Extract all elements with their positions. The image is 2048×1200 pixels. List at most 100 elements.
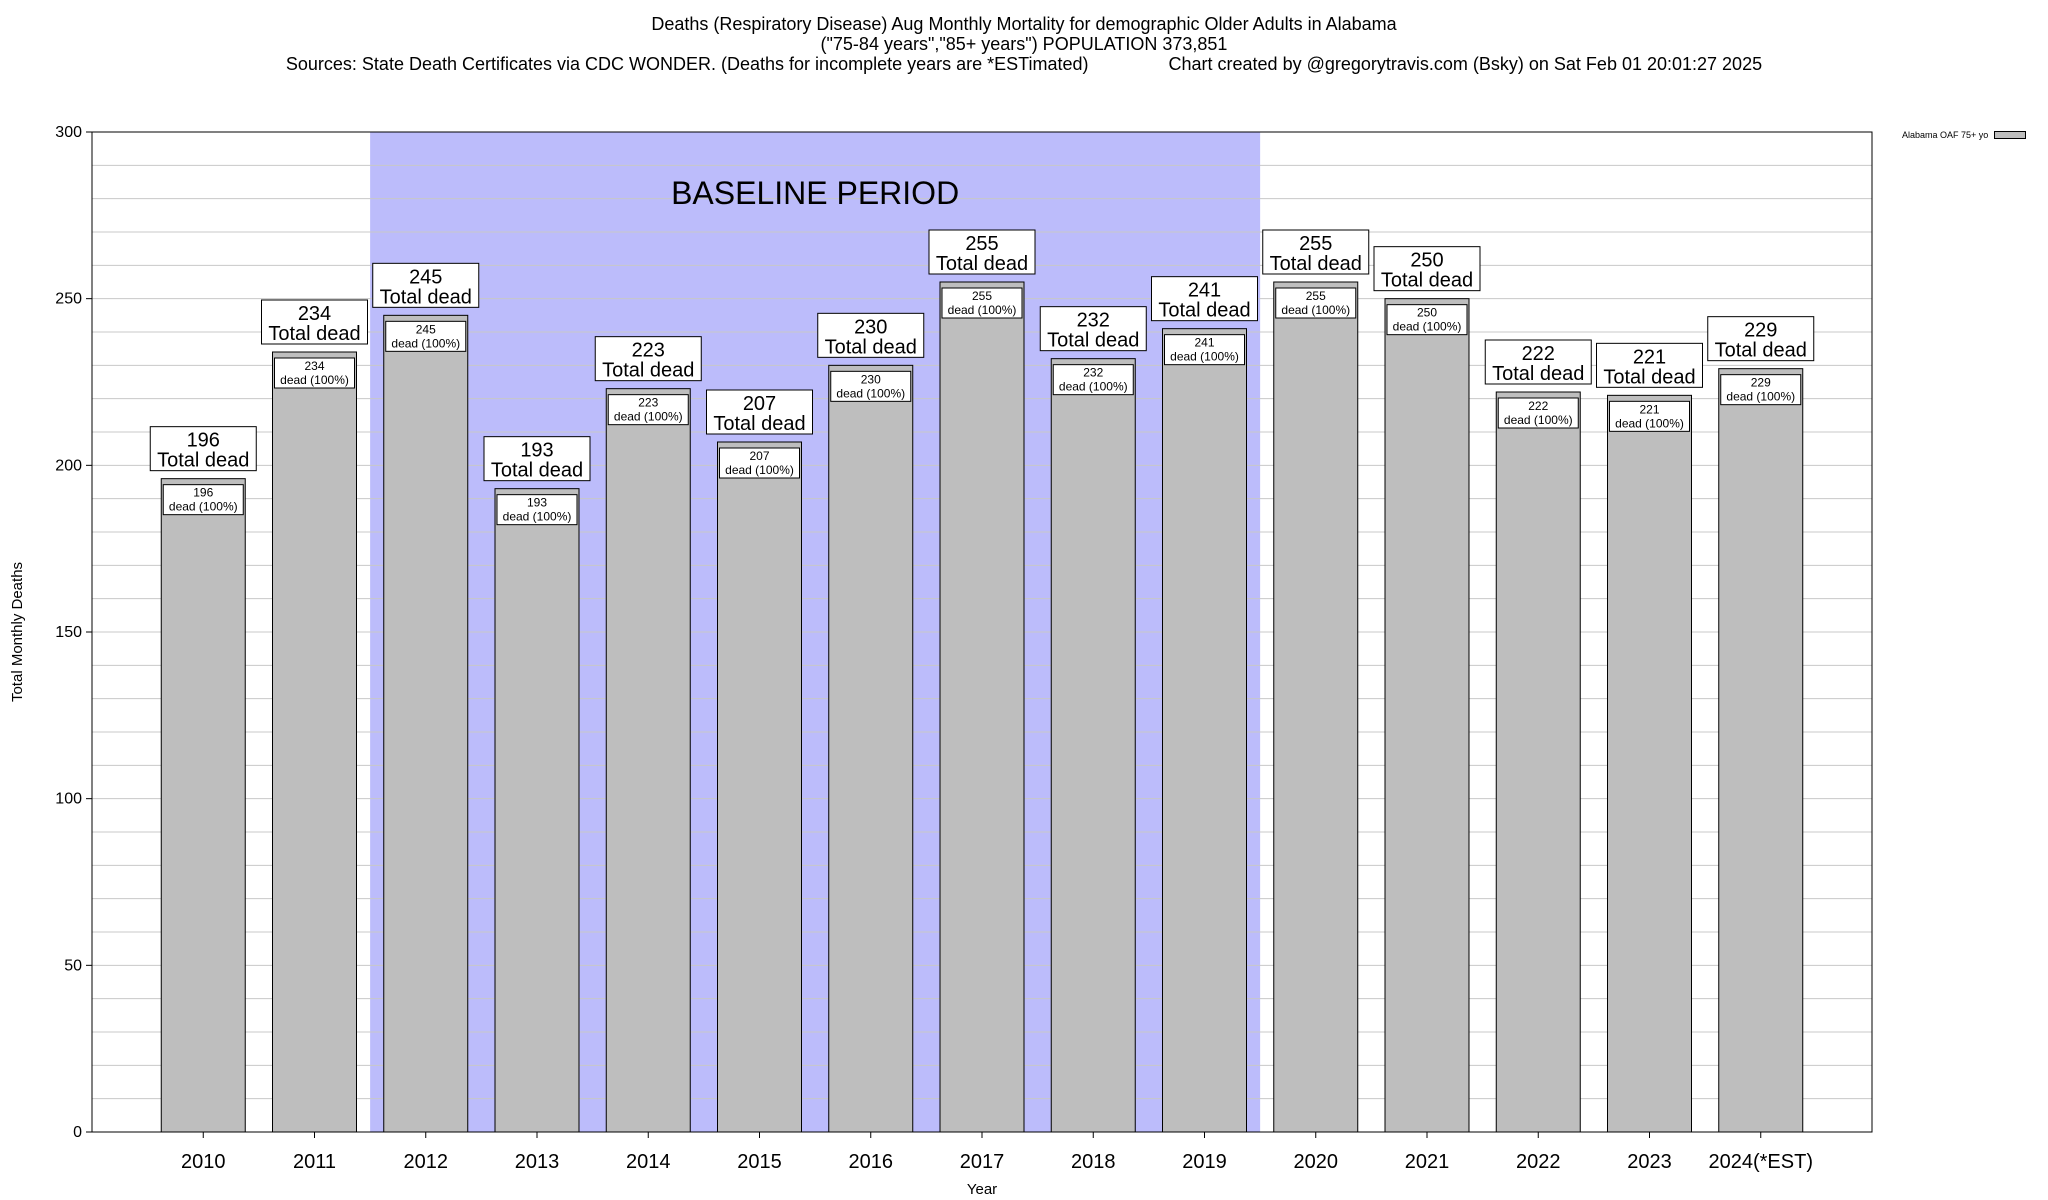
x-tick-label: 2020 — [1294, 1151, 1339, 1173]
inner-label-text: dead (100%) — [1504, 413, 1573, 427]
outer-label-value: 241 — [1188, 280, 1221, 302]
inner-label-box — [162, 484, 244, 516]
chart-source-line: Sources: State Death Certificates via CD… — [285, 54, 1763, 74]
bar — [717, 441, 802, 1133]
outer-label-box — [372, 262, 480, 308]
bar — [1384, 298, 1470, 1133]
inner-label-box — [1052, 364, 1134, 396]
inner-label-box — [385, 320, 467, 352]
outer-label-box — [483, 436, 591, 482]
inner-label-text: dead (100%) — [1170, 350, 1239, 364]
outer-label-text: Total dead — [157, 450, 249, 472]
inner-label-box — [1720, 374, 1802, 406]
outer-label-box — [149, 426, 257, 472]
legend: Alabama OAF 75+ yo — [1902, 130, 2027, 140]
inner-label-value: 193 — [527, 496, 547, 510]
inner-label-value: 230 — [861, 372, 881, 386]
outer-label-box — [1151, 276, 1258, 322]
bar — [1050, 358, 1136, 1133]
inner-label-value: 234 — [304, 359, 324, 373]
inner-label-value: 207 — [749, 449, 769, 463]
x-tick-label: 2023 — [1627, 1151, 1672, 1173]
outer-label-box — [1596, 342, 1703, 388]
outer-label-box — [1262, 229, 1370, 275]
inner-label-value: 241 — [1194, 336, 1214, 350]
y-tick-label: 200 — [55, 457, 82, 474]
x-tick-label: 2016 — [849, 1151, 894, 1173]
inner-label-text: dead (100%) — [1615, 416, 1684, 430]
inner-label-value: 229 — [1751, 376, 1771, 390]
outer-label-value: 193 — [520, 440, 553, 462]
inner-label-text: dead (100%) — [614, 410, 683, 424]
outer-label-text: Total dead — [1715, 340, 1807, 362]
y-tick-label: 250 — [55, 291, 82, 308]
outer-label-text: Total dead — [825, 336, 917, 358]
inner-label-box — [1164, 334, 1245, 366]
x-tick-label: 2021 — [1405, 1151, 1450, 1173]
inner-label-value: 222 — [1528, 399, 1548, 413]
legend-label: Alabama OAF 75+ yo — [1902, 130, 1989, 140]
x-tick-label: 2019 — [1182, 1151, 1227, 1173]
outer-label-value: 229 — [1744, 320, 1777, 342]
y-tick-label: 300 — [55, 124, 82, 141]
bar — [1273, 281, 1359, 1133]
inner-label-text: dead (100%) — [1281, 303, 1350, 317]
y-tick-label: 150 — [55, 624, 82, 641]
outer-label-box — [1039, 306, 1147, 352]
outer-label-value: 255 — [965, 233, 998, 255]
outer-label-box — [261, 299, 368, 345]
inner-label-box — [1275, 287, 1357, 319]
chart-title: Deaths (Respiratory Disease) Aug Monthly… — [651, 14, 1397, 34]
x-tick-label: 2017 — [960, 1151, 1005, 1173]
baseline-period-label: BASELINE PERIOD — [671, 175, 959, 211]
x-tick-label: 2012 — [404, 1151, 449, 1173]
inner-label-value: 221 — [1639, 402, 1659, 416]
bar — [605, 388, 691, 1133]
inner-label-box — [1497, 397, 1579, 429]
x-tick-label: 2010 — [181, 1151, 226, 1173]
outer-label-text: Total dead — [1047, 330, 1139, 352]
outer-label-text: Total dead — [1158, 300, 1250, 322]
outer-label-text: Total dead — [1492, 363, 1584, 385]
outer-label-value: 207 — [743, 393, 776, 415]
inner-label-box — [719, 447, 800, 479]
outer-label-text: Total dead — [936, 253, 1028, 275]
outer-label-value: 250 — [1410, 250, 1443, 272]
outer-label-text: Total dead — [713, 413, 805, 435]
bar — [828, 364, 914, 1133]
inner-label-text: dead (100%) — [391, 336, 460, 350]
y-tick-label: 50 — [64, 957, 82, 974]
outer-label-value: 245 — [409, 266, 442, 288]
outer-label-text: Total dead — [602, 360, 694, 382]
outer-label-value: 230 — [854, 316, 887, 338]
bar — [1162, 328, 1247, 1133]
inner-label-text: dead (100%) — [280, 373, 349, 387]
bar — [383, 314, 469, 1133]
outer-label-box — [1484, 339, 1592, 385]
inner-label-value: 255 — [1306, 289, 1326, 303]
inner-label-value: 232 — [1083, 366, 1103, 380]
outer-label-value: 234 — [298, 303, 331, 325]
inner-label-box — [607, 394, 689, 426]
bar — [1495, 391, 1581, 1133]
inner-label-text: dead (100%) — [1726, 390, 1795, 404]
y-tick-label: 0 — [73, 1124, 82, 1141]
inner-label-value: 255 — [972, 289, 992, 303]
outer-label-text: Total dead — [491, 460, 583, 482]
bar — [939, 281, 1025, 1133]
inner-label-text: dead (100%) — [725, 463, 794, 477]
inner-label-box — [830, 370, 912, 402]
bar — [1607, 394, 1692, 1133]
outer-label-box — [1373, 246, 1481, 292]
x-tick-label: 2022 — [1516, 1151, 1561, 1173]
inner-label-text: dead (100%) — [503, 510, 572, 524]
legend-swatch — [1994, 131, 2027, 139]
inner-label-box — [1386, 304, 1468, 336]
outer-label-value: 232 — [1077, 310, 1110, 332]
outer-label-text: Total dead — [1270, 253, 1362, 275]
x-tick-label: 2011 — [293, 1151, 336, 1173]
y-axis-title: Total Monthly Deaths — [9, 562, 26, 702]
outer-label-text: Total dead — [380, 286, 472, 308]
x-axis-title: Year — [967, 1181, 997, 1198]
